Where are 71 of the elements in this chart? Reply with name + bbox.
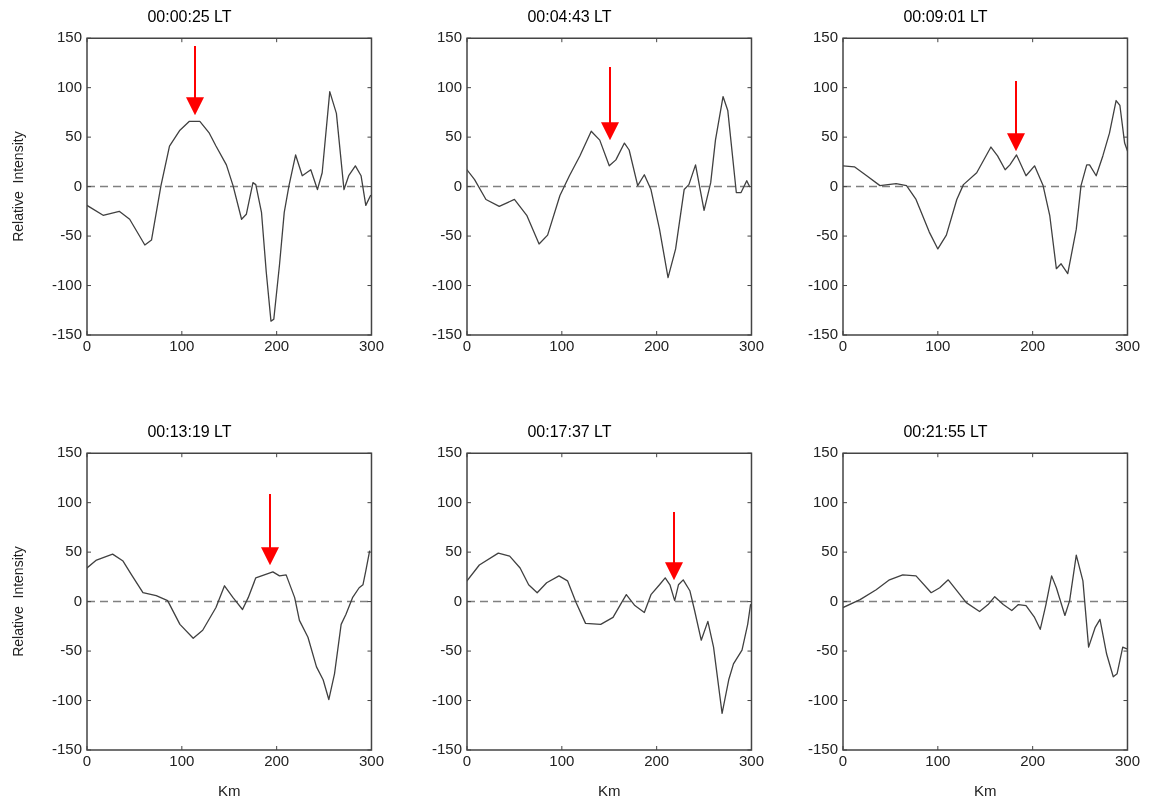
y-tick-label: 150 bbox=[812, 443, 838, 461]
chart-title: 00:00:25 LT bbox=[147, 8, 232, 26]
y-tick-label: 50 bbox=[65, 542, 82, 560]
y-tick-label: 0 bbox=[829, 176, 838, 194]
x-tick-label: 300 bbox=[1114, 752, 1140, 770]
y-tick-label: -100 bbox=[51, 275, 82, 293]
x-tick-label: 200 bbox=[264, 337, 290, 355]
chart-title: 00:04:43 LT bbox=[527, 8, 612, 26]
y-tick-label: -150 bbox=[431, 325, 462, 343]
y-tick-label: 50 bbox=[445, 542, 462, 560]
y-tick-label: 50 bbox=[821, 127, 838, 145]
chart-title: 00:21:55 LT bbox=[903, 423, 988, 441]
y-tick-label: 0 bbox=[73, 176, 82, 194]
y-tick-label: 150 bbox=[56, 443, 82, 461]
y-tick-label: -100 bbox=[431, 690, 462, 708]
y-tick-label: 0 bbox=[73, 591, 82, 609]
y-tick-label: -100 bbox=[431, 275, 462, 293]
y-tick-label: 150 bbox=[436, 28, 462, 46]
x-tick-label: 200 bbox=[644, 752, 670, 770]
x-tick-label: 100 bbox=[925, 337, 951, 355]
y-tick-label: -100 bbox=[807, 690, 838, 708]
y-tick-label: -50 bbox=[440, 641, 462, 659]
y-tick-label: 50 bbox=[65, 127, 82, 145]
chart-title: 00:13:19 LT bbox=[147, 423, 232, 441]
y-tick-label: 50 bbox=[445, 127, 462, 145]
x-tick-label: 300 bbox=[358, 337, 384, 355]
y-tick-label: 100 bbox=[436, 492, 462, 510]
y-tick-label: 50 bbox=[821, 542, 838, 560]
y-tick-label: -50 bbox=[440, 226, 462, 244]
y-tick-label: 150 bbox=[436, 443, 462, 461]
y-tick-label: -50 bbox=[60, 641, 82, 659]
y-tick-label: 100 bbox=[56, 77, 82, 95]
y-axis-title: Relative Intensity bbox=[10, 131, 27, 242]
y-tick-label: 150 bbox=[812, 28, 838, 46]
x-tick-label: 100 bbox=[549, 337, 575, 355]
chart-title: 00:09:01 LT bbox=[903, 8, 988, 26]
y-tick-label: -150 bbox=[51, 325, 82, 343]
x-tick-label: 200 bbox=[1020, 752, 1046, 770]
x-axis-title: Km bbox=[217, 782, 241, 800]
y-tick-label: -100 bbox=[51, 690, 82, 708]
chart-title: 00:17:37 LT bbox=[527, 423, 612, 441]
x-tick-label: 100 bbox=[549, 752, 575, 770]
y-tick-label: -50 bbox=[60, 226, 82, 244]
y-tick-label: 150 bbox=[56, 28, 82, 46]
y-tick-label: 0 bbox=[453, 176, 462, 194]
y-tick-label: 100 bbox=[56, 492, 82, 510]
y-tick-label: 0 bbox=[453, 591, 462, 609]
x-tick-label: 200 bbox=[1020, 337, 1046, 355]
x-axis-title: Km bbox=[597, 782, 621, 800]
y-tick-label: 100 bbox=[812, 492, 838, 510]
x-tick-label: 300 bbox=[738, 752, 764, 770]
x-tick-label: 100 bbox=[169, 337, 195, 355]
y-tick-label: -150 bbox=[807, 325, 838, 343]
y-tick-label: 100 bbox=[436, 77, 462, 95]
y-tick-label: -150 bbox=[431, 740, 462, 758]
y-tick-label: -50 bbox=[816, 641, 838, 659]
y-tick-label: 100 bbox=[812, 77, 838, 95]
x-tick-label: 100 bbox=[925, 752, 951, 770]
x-tick-label: 300 bbox=[358, 752, 384, 770]
y-tick-label: 0 bbox=[829, 591, 838, 609]
y-tick-label: -150 bbox=[807, 740, 838, 758]
y-axis-title: Relative Intensity bbox=[10, 546, 27, 657]
x-tick-label: 200 bbox=[644, 337, 670, 355]
y-tick-label: -150 bbox=[51, 740, 82, 758]
x-tick-label: 200 bbox=[264, 752, 290, 770]
y-tick-label: -50 bbox=[816, 226, 838, 244]
x-axis-title: Km bbox=[973, 782, 997, 800]
x-tick-label: 300 bbox=[1114, 337, 1140, 355]
x-tick-label: 300 bbox=[738, 337, 764, 355]
y-tick-label: -100 bbox=[807, 275, 838, 293]
x-tick-label: 100 bbox=[169, 752, 195, 770]
